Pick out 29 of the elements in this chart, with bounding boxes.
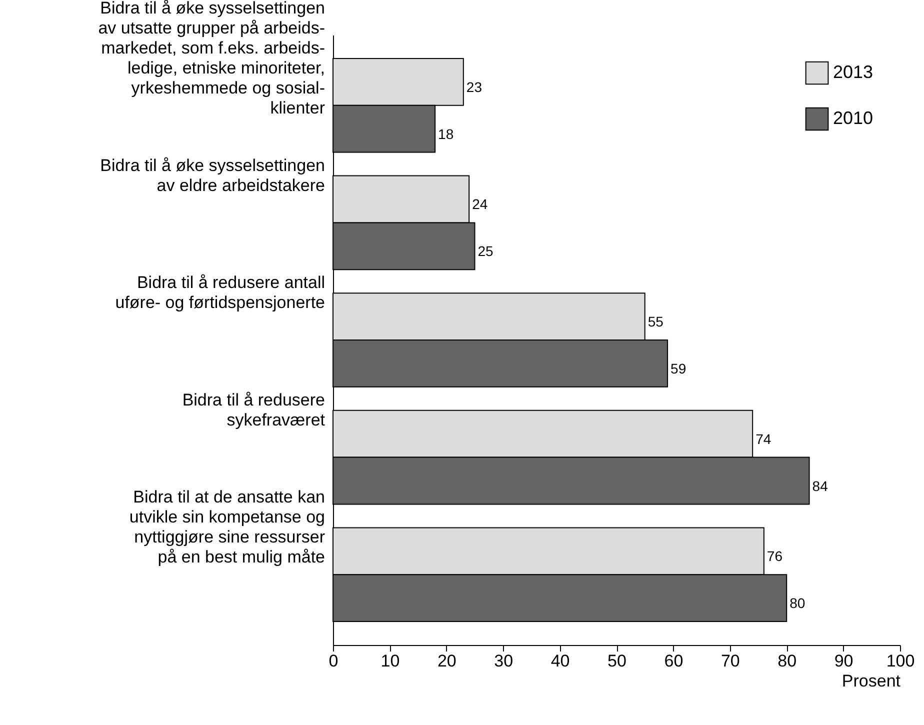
- x-tick-label: 80: [778, 652, 797, 670]
- data-label: 84: [812, 478, 828, 494]
- x-tick-label: 100: [886, 652, 915, 670]
- y-tick-label: Bidra til å redusere sykefraværet: [182, 390, 326, 430]
- legend-label: 2013: [833, 62, 874, 82]
- y-tick-label: Bidra til å øke sysselsettingen av utsatte grupper på arbeids- markedet, som f.eks. arbeids- ledige, etniske minoriteter, yrkeshemmede og sosial- klienter: [98, 0, 326, 118]
- x-tick-label: 40: [550, 652, 570, 670]
- data-label: 76: [766, 548, 783, 564]
- data-label: 24: [472, 196, 488, 212]
- x-tick-label: 30: [494, 652, 514, 670]
- x-tick-label: 90: [834, 652, 854, 670]
- data-label: 59: [670, 360, 686, 376]
- data-label: 23: [466, 78, 482, 95]
- x-tick-label: 20: [437, 652, 456, 670]
- legend-label: 2010: [833, 108, 874, 128]
- y-tick-label: Bidra til å redusere antall uføre- og førtidspensjonerte: [115, 273, 325, 312]
- x-tick-label: 10: [380, 652, 400, 670]
- x-axis-title: Prosent: [842, 672, 901, 690]
- data-label: 55: [648, 314, 664, 330]
- data-label: 80: [790, 595, 806, 612]
- x-tick-label: 60: [664, 652, 684, 670]
- x-tick-label: 0: [328, 652, 338, 670]
- data-label: 18: [438, 126, 454, 142]
- x-tick-label: 70: [720, 652, 740, 670]
- y-tick-label: Bidra til at de ansatte kan utvikle sin kompetanse og nyttiggjøre sine ressurser på en best mulig måte: [129, 488, 326, 567]
- y-tick-label: Bidra til å øke sysselsettingen av eldre arbeidstakere: [100, 156, 325, 195]
- data-label: 25: [478, 243, 494, 260]
- x-tick-label: 50: [608, 652, 626, 670]
- data-label: 74: [756, 430, 772, 447]
